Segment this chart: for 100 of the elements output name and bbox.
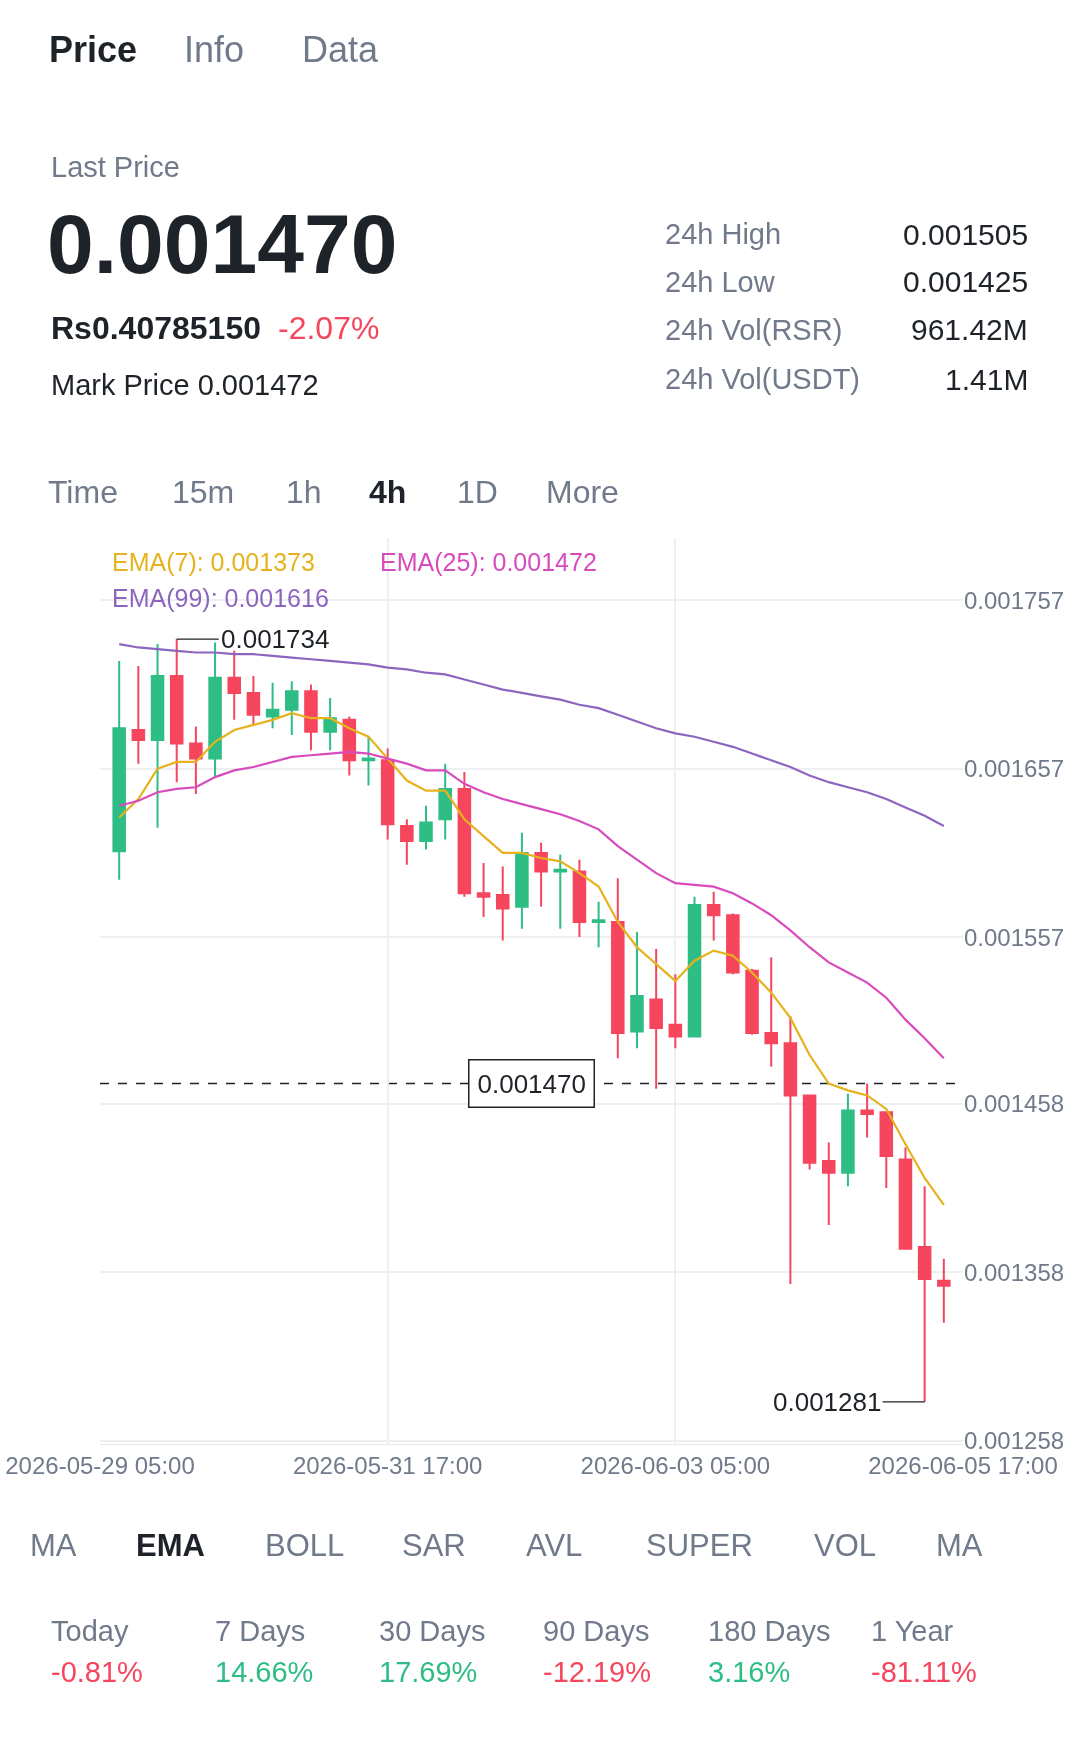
text: Mark Price 0.001472 bbox=[51, 369, 319, 401]
candlestick bbox=[323, 696, 337, 752]
x-tick-label: 2026-05-31 17:00 bbox=[292, 1451, 483, 1479]
text: 24h Low bbox=[665, 266, 776, 298]
text: 961.42M bbox=[911, 313, 1028, 346]
text: Price bbox=[49, 29, 138, 70]
y-tick-label: 0.001657 bbox=[964, 755, 1065, 783]
text: 14.66% bbox=[215, 1656, 314, 1688]
candlestick bbox=[668, 973, 683, 1050]
series-label: EMA(99): 0.001616 bbox=[112, 584, 329, 612]
text: 1h bbox=[286, 474, 322, 510]
ref-line-label: 0.001470 bbox=[477, 1068, 586, 1099]
text: 24h Vol(RSR) bbox=[665, 314, 843, 346]
candlestick bbox=[937, 1257, 951, 1324]
text: 3.16% bbox=[708, 1656, 791, 1688]
candlestick bbox=[630, 931, 644, 1050]
y-tick-label: 0.001458 bbox=[964, 1090, 1065, 1118]
text: 4h bbox=[369, 474, 407, 510]
candlestick bbox=[400, 818, 414, 866]
text: 17.69% bbox=[379, 1656, 478, 1688]
text: 24h Vol(USDT) bbox=[665, 363, 861, 395]
candlestick bbox=[687, 895, 702, 1038]
line-series bbox=[118, 712, 945, 1206]
candlestick bbox=[515, 831, 529, 930]
text: 24h High bbox=[665, 218, 782, 250]
y-tick-label: 0.001557 bbox=[964, 923, 1065, 951]
candlestick bbox=[917, 1185, 932, 1403]
text: 15m bbox=[172, 474, 235, 510]
candlestick bbox=[706, 890, 721, 942]
candlestick bbox=[380, 747, 395, 841]
candlestick bbox=[553, 853, 568, 930]
candlestick bbox=[361, 735, 376, 787]
candlestick bbox=[572, 858, 587, 939]
text: EMA(7): 0.001373 bbox=[112, 548, 315, 576]
annotation: 0.001734 bbox=[221, 624, 330, 654]
text: SUPER bbox=[646, 1528, 753, 1563]
candlestick bbox=[169, 638, 184, 784]
candlestick bbox=[150, 643, 165, 829]
candlestick bbox=[189, 725, 203, 795]
line-series bbox=[118, 750, 945, 1060]
text: 0.001505 bbox=[903, 218, 1029, 251]
text: Data bbox=[302, 29, 380, 70]
candlestick bbox=[534, 841, 548, 908]
text: Info bbox=[184, 29, 245, 70]
candlestick bbox=[476, 862, 491, 918]
text: -81.11% bbox=[871, 1656, 977, 1688]
text: Time bbox=[48, 474, 118, 510]
annotation: 0.001281 bbox=[773, 1387, 882, 1417]
text: Today bbox=[51, 1615, 129, 1647]
text: 7 Days bbox=[215, 1615, 306, 1647]
candlestick bbox=[611, 877, 625, 1060]
text: MA bbox=[30, 1528, 77, 1563]
candlestick bbox=[246, 675, 261, 726]
x-tick-label: 2026-06-03 05:00 bbox=[580, 1451, 771, 1479]
candlestick bbox=[726, 912, 740, 976]
text: BOLL bbox=[265, 1528, 345, 1563]
candlestick bbox=[208, 641, 222, 779]
candlestick bbox=[821, 1141, 836, 1227]
candlestick bbox=[591, 900, 606, 949]
candlestick bbox=[285, 680, 299, 737]
text: Last Price bbox=[51, 151, 180, 183]
text: Rs0.40785150 bbox=[51, 310, 261, 346]
text: SAR bbox=[402, 1528, 466, 1563]
candlestick bbox=[438, 762, 452, 841]
candlestick bbox=[265, 681, 280, 730]
candlestick bbox=[495, 865, 510, 942]
candlestick bbox=[649, 947, 663, 1090]
text: MA bbox=[936, 1528, 983, 1563]
y-tick-label: 0.001757 bbox=[964, 586, 1065, 614]
text: 0.001470 bbox=[47, 197, 398, 291]
candlestick bbox=[419, 804, 433, 851]
candlestick bbox=[841, 1092, 855, 1188]
candlestick bbox=[898, 1146, 913, 1250]
text: 180 Days bbox=[708, 1615, 831, 1647]
candlestick bbox=[227, 649, 242, 721]
text: 1.41M bbox=[945, 363, 1029, 396]
candlestick bbox=[131, 664, 146, 765]
candlestick bbox=[457, 771, 472, 898]
text: 30 Days bbox=[379, 1615, 486, 1647]
text: 1 Year bbox=[871, 1615, 954, 1647]
text: EMA bbox=[136, 1528, 205, 1563]
candlestick bbox=[802, 1094, 817, 1171]
candlestick bbox=[112, 659, 126, 881]
x-tick-label: 2026-05-29 05:00 bbox=[5, 1451, 195, 1479]
text: 1D bbox=[457, 474, 498, 510]
text: EMA(25): 0.001472 bbox=[380, 548, 597, 576]
candlestick bbox=[860, 1082, 874, 1139]
candlestick bbox=[764, 956, 778, 1068]
text: -12.19% bbox=[543, 1656, 652, 1688]
candlestick bbox=[745, 968, 759, 1036]
y-tick-label: 0.001358 bbox=[964, 1258, 1065, 1286]
text: -0.81% bbox=[51, 1656, 143, 1688]
candlestick bbox=[879, 1111, 894, 1190]
candlestick bbox=[304, 683, 318, 752]
text: More bbox=[546, 474, 619, 510]
text: 90 Days bbox=[543, 1615, 650, 1647]
text: AVL bbox=[526, 1528, 583, 1563]
text: VOL bbox=[814, 1528, 877, 1563]
text: -2.07% bbox=[278, 310, 380, 346]
text: 0.001425 bbox=[903, 265, 1029, 298]
